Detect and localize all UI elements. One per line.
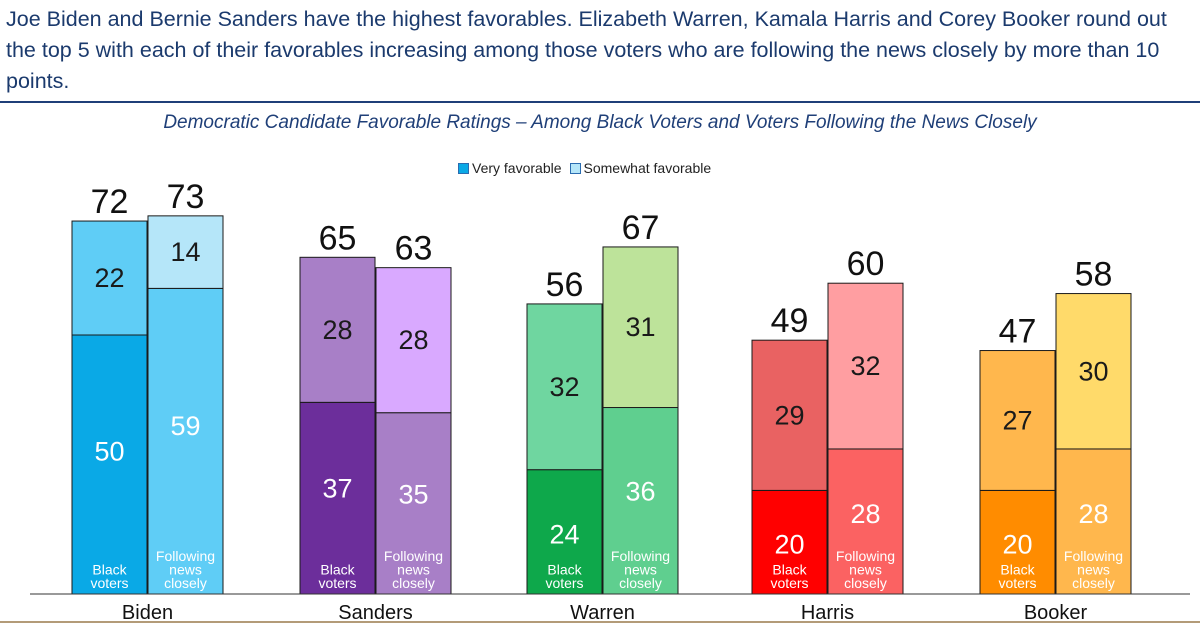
category-label-biden: Biden [122,602,173,624]
bar-sanders-news-very [375,412,452,595]
subgroup-label-biden-black: Black [92,562,127,578]
subgroup-label-harris-news: news [849,562,882,578]
legend-swatch-somewhat [569,162,581,174]
bar-booker-news-somewhat [1055,293,1132,450]
legend: Very favorable Somewhat favorable [458,160,711,176]
label-sanders-news-very: 35 [398,479,428,509]
subgroup-label-booker-news: Following [1064,548,1123,564]
label-harris-news-somewhat: 32 [850,351,880,381]
bar-harris-news-somewhat [827,282,904,450]
subgroup-label-sanders-news: closely [392,575,435,591]
label-harris-black-somewhat: 29 [774,400,804,430]
subgroup-label-biden-news: news [169,562,202,578]
category-label-harris: Harris [801,602,854,624]
bar-harris-black-somewhat [751,339,828,491]
label-booker-news-total: 58 [1075,256,1113,294]
label-biden-black-total: 72 [91,183,129,221]
legend-label-very: Very favorable [472,160,562,176]
label-sanders-black-very: 37 [322,474,352,504]
label-booker-black-somewhat: 27 [1002,405,1032,435]
bar-booker-black-very [979,489,1056,595]
category-label-booker: Booker [1024,602,1088,624]
category-label-sanders: Sanders [338,602,413,624]
bar-biden-news-somewhat [147,215,224,289]
label-warren-black-very: 24 [549,519,579,549]
header-divider [0,101,1200,103]
label-harris-news-very: 28 [850,499,880,529]
label-warren-black-total: 56 [546,266,584,304]
bar-harris-news-very [827,448,904,595]
label-booker-news-somewhat: 30 [1078,356,1108,386]
subgroup-label-harris-news: Following [836,548,895,564]
subgroup-label-biden-black: voters [90,575,128,591]
bar-warren-black-very [526,469,603,595]
label-booker-black-total: 47 [999,313,1037,351]
bar-warren-black-somewhat [526,303,603,471]
label-biden-news-very: 59 [170,411,200,441]
chart-title: Democratic Candidate Favorable Ratings –… [163,112,1037,133]
subgroup-label-warren-news: Following [611,548,670,564]
subgroup-label-warren-news: news [624,562,657,578]
label-sanders-news-total: 63 [395,230,433,268]
subgroup-label-sanders-news: news [397,562,430,578]
label-biden-black-somewhat: 22 [94,263,124,293]
subgroup-label-warren-black: Black [547,562,582,578]
bar-sanders-black-somewhat [299,256,376,403]
legend-item-somewhat: Somewhat favorable [569,160,712,176]
bar-biden-black-somewhat [71,220,148,336]
bar-booker-black-somewhat [979,350,1056,491]
headline: Joe Biden and Bernie Sanders have the hi… [6,7,1167,93]
subgroup-label-warren-news: closely [619,575,662,591]
label-sanders-black-total: 65 [319,219,357,257]
bar-warren-news-somewhat [602,246,679,409]
legend-swatch-very [458,162,469,174]
subgroup-label-sanders-black: Black [320,562,355,578]
label-biden-black-very: 50 [94,437,124,467]
label-booker-black-very: 20 [1002,529,1032,559]
subgroup-label-biden-news: closely [164,575,207,591]
subgroup-label-booker-news: closely [1072,575,1115,591]
subgroup-label-harris-news: closely [844,575,887,591]
bar-warren-news-very [602,407,679,595]
subgroup-label-booker-black: Black [1000,562,1035,578]
subgroup-label-harris-black: Black [772,562,807,578]
bar-sanders-black-very [299,401,376,595]
label-warren-news-very: 36 [625,476,655,506]
legend-item-very: Very favorable [458,160,562,176]
category-label-warren: Warren [570,602,635,624]
legend-label-somewhat: Somewhat favorable [583,160,712,176]
label-sanders-news-somewhat: 28 [398,325,428,355]
label-booker-news-very: 28 [1078,499,1108,529]
subgroup-label-booker-news: news [1077,562,1110,578]
subgroup-label-sanders-news: Following [384,548,443,564]
label-harris-black-very: 20 [774,529,804,559]
label-harris-black-total: 49 [771,302,809,340]
subgroup-label-warren-black: voters [545,575,583,591]
subgroup-label-sanders-black: voters [318,575,356,591]
subgroup-label-biden-news: Following [156,548,215,564]
bar-biden-news-very [147,287,224,595]
subgroup-label-harris-black: voters [770,575,808,591]
subgroup-label-booker-black: voters [998,575,1036,591]
bar-booker-news-very [1055,448,1132,595]
label-harris-news-total: 60 [847,245,885,283]
label-biden-news-total: 73 [167,178,205,216]
label-biden-news-somewhat: 14 [170,237,200,267]
bar-sanders-news-somewhat [375,267,452,414]
footer-divider [0,621,1200,623]
label-warren-black-somewhat: 32 [549,372,579,402]
label-warren-news-total: 67 [622,209,660,247]
label-sanders-black-somewhat: 28 [322,315,352,345]
label-warren-news-somewhat: 31 [625,312,655,342]
